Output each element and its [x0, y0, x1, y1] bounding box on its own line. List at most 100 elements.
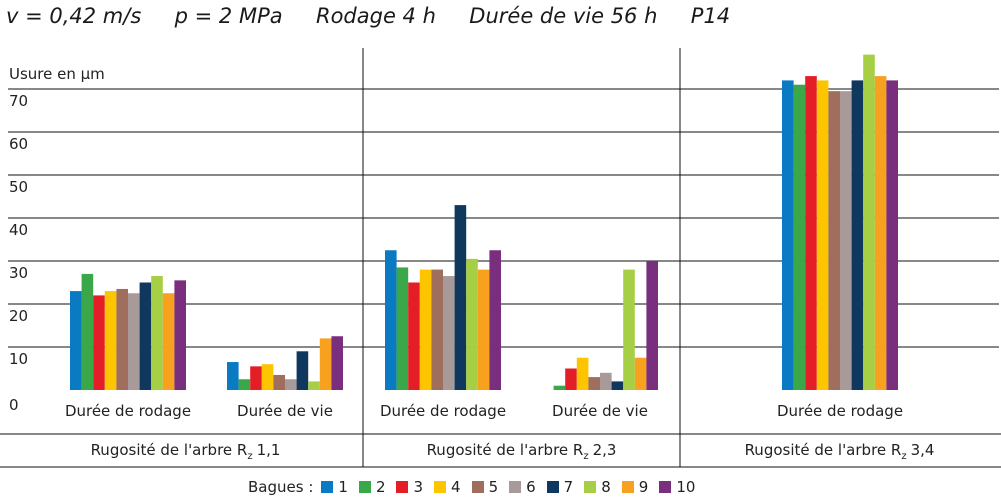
legend-swatch [434, 481, 447, 493]
bar-1 [227, 362, 239, 390]
panel-label: Rugosité de l'arbre Rz 1,1 [91, 441, 281, 462]
bar-5 [828, 91, 840, 391]
bar-2 [553, 385, 566, 390]
legend-label: 6 [526, 478, 536, 496]
bar-9 [162, 293, 175, 390]
y-tick-label: 60 [9, 135, 28, 153]
legend-item-7: 7 [546, 478, 574, 496]
bar-7 [139, 282, 152, 390]
bar-5 [116, 288, 128, 390]
bar-3 [805, 76, 817, 390]
panel-label: Rugosité de l'arbre Rz 3,4 [745, 441, 935, 462]
bar-8 [466, 258, 478, 390]
bar-8 [863, 54, 875, 390]
legend-swatch [584, 481, 597, 493]
category-label: Durée de rodage [65, 402, 191, 420]
legend-item-9: 9 [621, 478, 649, 496]
legend-label: 8 [601, 478, 611, 496]
bar-5 [431, 269, 443, 390]
panel-frame [0, 48, 1001, 468]
bar-10 [174, 280, 186, 390]
legend-item-10: 10 [659, 478, 695, 496]
category-label: Durée de vie [552, 402, 648, 420]
legend-swatch [509, 481, 522, 493]
bar-8 [151, 276, 163, 390]
y-tick-label: 10 [9, 350, 28, 368]
category-label: Durée de rodage [380, 402, 506, 420]
legend: Bagues : 1 2 3 4 5 6 7 8 9 10 [248, 478, 706, 496]
bar-1 [70, 291, 82, 390]
bar-9 [874, 76, 887, 390]
legend-item-1: 1 [321, 478, 348, 496]
bar-6 [840, 91, 852, 391]
y-tick-label: 40 [9, 221, 28, 239]
bar-3 [408, 282, 420, 390]
legend-label: 2 [375, 478, 386, 496]
bar-6 [285, 379, 297, 390]
legend-swatch [546, 481, 559, 493]
bar-9 [319, 338, 332, 390]
bar-10 [646, 261, 658, 390]
legend-title: Bagues : [248, 478, 314, 496]
legend-item-4: 4 [434, 478, 461, 496]
bar-6 [600, 372, 612, 390]
bar-3 [250, 366, 262, 390]
bar-4 [261, 364, 274, 390]
bar-6 [443, 276, 455, 390]
bar-7 [454, 205, 467, 390]
bar-8 [308, 381, 320, 390]
legend-item-5: 5 [471, 478, 499, 496]
legend-item-2: 2 [358, 478, 386, 496]
bar-2 [238, 379, 251, 390]
bar-5 [588, 377, 600, 390]
bar-10 [886, 80, 898, 391]
bar-7 [296, 351, 309, 390]
legend-label: 5 [488, 478, 499, 496]
bar-3 [565, 368, 577, 390]
bar-2 [81, 273, 94, 390]
legend-swatch [659, 481, 672, 493]
y-tick-label: 50 [9, 178, 28, 196]
legend-swatch [471, 481, 484, 493]
bar-4 [576, 357, 589, 390]
category-label: Durée de vie [237, 402, 333, 420]
bars [70, 54, 898, 391]
y-axis-label: Usure en µm [9, 65, 105, 83]
y-axis: 0 10 20 30 40 50 60 70 Usure en µm [9, 65, 105, 414]
bar-9 [477, 269, 490, 390]
bar-10 [489, 250, 501, 390]
y-tick-label: 20 [9, 307, 28, 325]
legend-label: 3 [413, 478, 424, 496]
bar-6 [128, 293, 140, 390]
legend-swatch [396, 481, 409, 493]
bar-4 [104, 291, 117, 390]
bar-1 [385, 250, 397, 390]
bar-4 [419, 269, 432, 390]
legend-label: 9 [638, 478, 649, 496]
legend-swatch [358, 481, 371, 493]
legend-item-6: 6 [509, 478, 536, 496]
bar-7 [851, 80, 864, 391]
category-labels: Durée de rodage Durée de vie Rugosité de l… [65, 402, 935, 462]
legend-swatch [621, 481, 634, 493]
bar-2 [793, 84, 806, 390]
legend-item-3: 3 [396, 478, 423, 496]
legend-label: 7 [563, 478, 574, 496]
y-tick-label: 70 [9, 92, 28, 110]
panel-label: Rugosité de l'arbre Rz 2,3 [427, 441, 617, 462]
legend-item-8: 8 [584, 478, 611, 496]
bar-3 [93, 295, 105, 390]
chart-title: v = 0,42 m/s p = 2 MPa Rodage 4 h Durée … [6, 4, 731, 28]
legend-label: 10 [676, 478, 696, 496]
y-tick-label: 0 [9, 396, 19, 414]
legend-label: 1 [338, 478, 348, 496]
legend-swatch [321, 481, 334, 493]
legend-label: 4 [451, 478, 461, 496]
bar-7 [611, 381, 624, 390]
bar-9 [634, 357, 647, 390]
bar-2 [396, 267, 409, 390]
bar-4 [816, 80, 829, 391]
bar-5 [273, 374, 285, 390]
y-tick-label: 30 [9, 264, 28, 282]
